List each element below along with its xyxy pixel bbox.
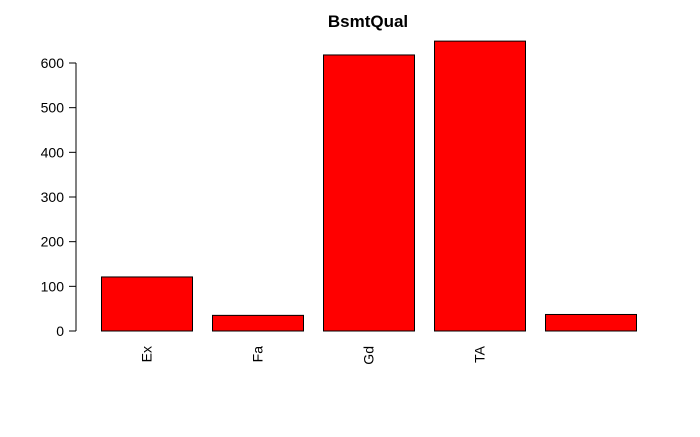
- y-tick-label: 0: [56, 323, 64, 339]
- bar-ta: [434, 40, 526, 332]
- x-tick-label: TA: [472, 345, 488, 363]
- bar-ex: [101, 276, 193, 332]
- x-tick-label: Gd: [361, 346, 377, 365]
- y-tick-label: 600: [41, 55, 65, 71]
- x-tick-label: Fa: [250, 346, 266, 363]
- bar-fa: [212, 314, 304, 332]
- y-axis: 0 100 200 300 400 500 600: [41, 55, 77, 339]
- chart-title: BsmtQual: [328, 12, 408, 31]
- y-tick-label: 200: [41, 234, 65, 250]
- bars-group: [101, 40, 637, 332]
- bar-gd: [323, 54, 415, 332]
- y-tick-label: 300: [41, 189, 65, 205]
- x-axis-labels: Ex Fa Gd TA: [139, 345, 488, 364]
- y-tick-label: 500: [41, 100, 65, 116]
- bar-unlabeled: [545, 313, 637, 332]
- y-tick-label: 100: [41, 278, 65, 294]
- y-tick-label: 400: [41, 144, 65, 160]
- x-tick-label: Ex: [139, 346, 155, 362]
